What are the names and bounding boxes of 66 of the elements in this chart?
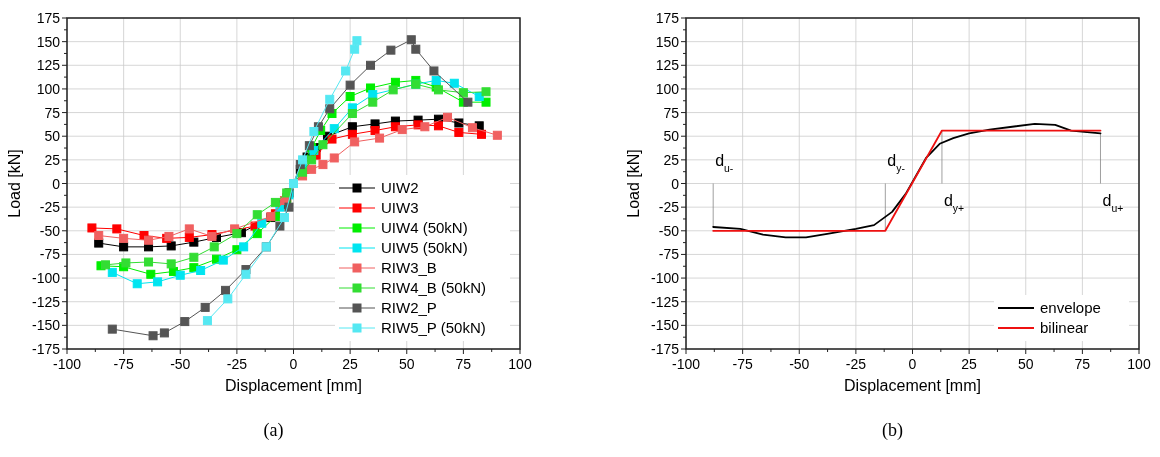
y-tick-label: 25 xyxy=(663,151,680,168)
y-tick-label: 75 xyxy=(663,104,680,121)
y-tick-label: 125 xyxy=(655,57,680,74)
x-tick-label: -25 xyxy=(226,356,248,372)
y-tick-label: -100 xyxy=(31,270,61,287)
y-tick-label: 150 xyxy=(655,33,680,50)
annotation: d$_{u-}$ xyxy=(715,151,734,173)
legend-label: RIW2_P xyxy=(381,299,437,316)
x-tick-label: -25 xyxy=(845,356,867,372)
y-tick-label: -50 xyxy=(658,222,680,239)
y-axis-title: Load [kN] xyxy=(625,149,642,218)
legend-label: bilinear xyxy=(1040,319,1089,336)
y-tick-label: -125 xyxy=(31,293,61,310)
y-tick-label: -75 xyxy=(39,246,61,263)
y-tick-label: -50 xyxy=(39,222,61,239)
annotation: d$_{u+}$ xyxy=(1102,191,1124,213)
y-tick-label: 150 xyxy=(36,33,61,50)
y-tick-label: -100 xyxy=(650,270,680,287)
x-tick-label: -75 xyxy=(732,356,753,372)
y-tick-label: -25 xyxy=(658,199,680,216)
y-tick-label: 0 xyxy=(52,175,61,192)
legend-label: RIW3_B xyxy=(381,259,437,276)
x-tick-label: 0 xyxy=(908,356,917,372)
x-tick-label: 25 xyxy=(961,356,978,372)
legend-label: UIW3 xyxy=(381,199,419,216)
y-tick-label: -175 xyxy=(650,341,680,357)
text: (b) xyxy=(882,420,903,441)
x-tick-label: 0 xyxy=(289,356,298,372)
y-tick-label: -125 xyxy=(650,293,680,310)
x-tick-label: -50 xyxy=(170,356,191,372)
y-tick-label: -75 xyxy=(658,246,680,263)
y-tick-label: 0 xyxy=(671,175,680,192)
x-tick-label: -75 xyxy=(113,356,134,372)
x-tick-label: 25 xyxy=(342,356,359,372)
x-tick-label: 75 xyxy=(455,356,472,372)
x-tick-label: 75 xyxy=(1074,356,1091,372)
x-tick-label: 50 xyxy=(1017,356,1034,372)
x-tick-label: -50 xyxy=(789,356,810,372)
y-tick-label: -175 xyxy=(31,341,61,357)
y-tick-label: -150 xyxy=(650,317,680,334)
annotation: d$_{y+}$ xyxy=(943,191,965,213)
y-tick-label: 175 xyxy=(655,10,680,26)
y-tick-label: 175 xyxy=(36,10,61,26)
y-tick-label: -25 xyxy=(39,199,61,216)
y-tick-label: 50 xyxy=(663,128,680,145)
y-tick-label: 100 xyxy=(36,80,61,97)
legend-label: UIW5 (50kN) xyxy=(381,239,468,256)
x-axis-title: Displacement [mm] xyxy=(844,377,981,394)
y-tick-label: 75 xyxy=(44,104,61,121)
y-tick-label: -150 xyxy=(31,317,61,334)
text: (a) xyxy=(263,420,284,441)
y-tick-label: 100 xyxy=(655,80,680,97)
annotation: d$_{y-}$ xyxy=(887,151,905,173)
legend-label: RIW5_P (50kN) xyxy=(381,319,486,336)
x-tick-label: 50 xyxy=(398,356,415,372)
y-tick-label: 50 xyxy=(44,128,61,145)
y-tick-label: 125 xyxy=(36,57,61,74)
legend-label: RIW4_B (50kN) xyxy=(381,279,487,296)
y-tick-label: 25 xyxy=(44,151,61,168)
x-tick-label: 100 xyxy=(1127,356,1151,372)
legend-label: envelope xyxy=(1040,299,1101,316)
legend-label: UIW4 (50kN) xyxy=(381,219,468,236)
x-axis-title: Displacement [mm] xyxy=(225,377,362,394)
legend-label: UIW2 xyxy=(381,179,419,196)
y-axis-title: Load [kN] xyxy=(6,149,23,218)
x-tick-label: 100 xyxy=(508,356,532,372)
